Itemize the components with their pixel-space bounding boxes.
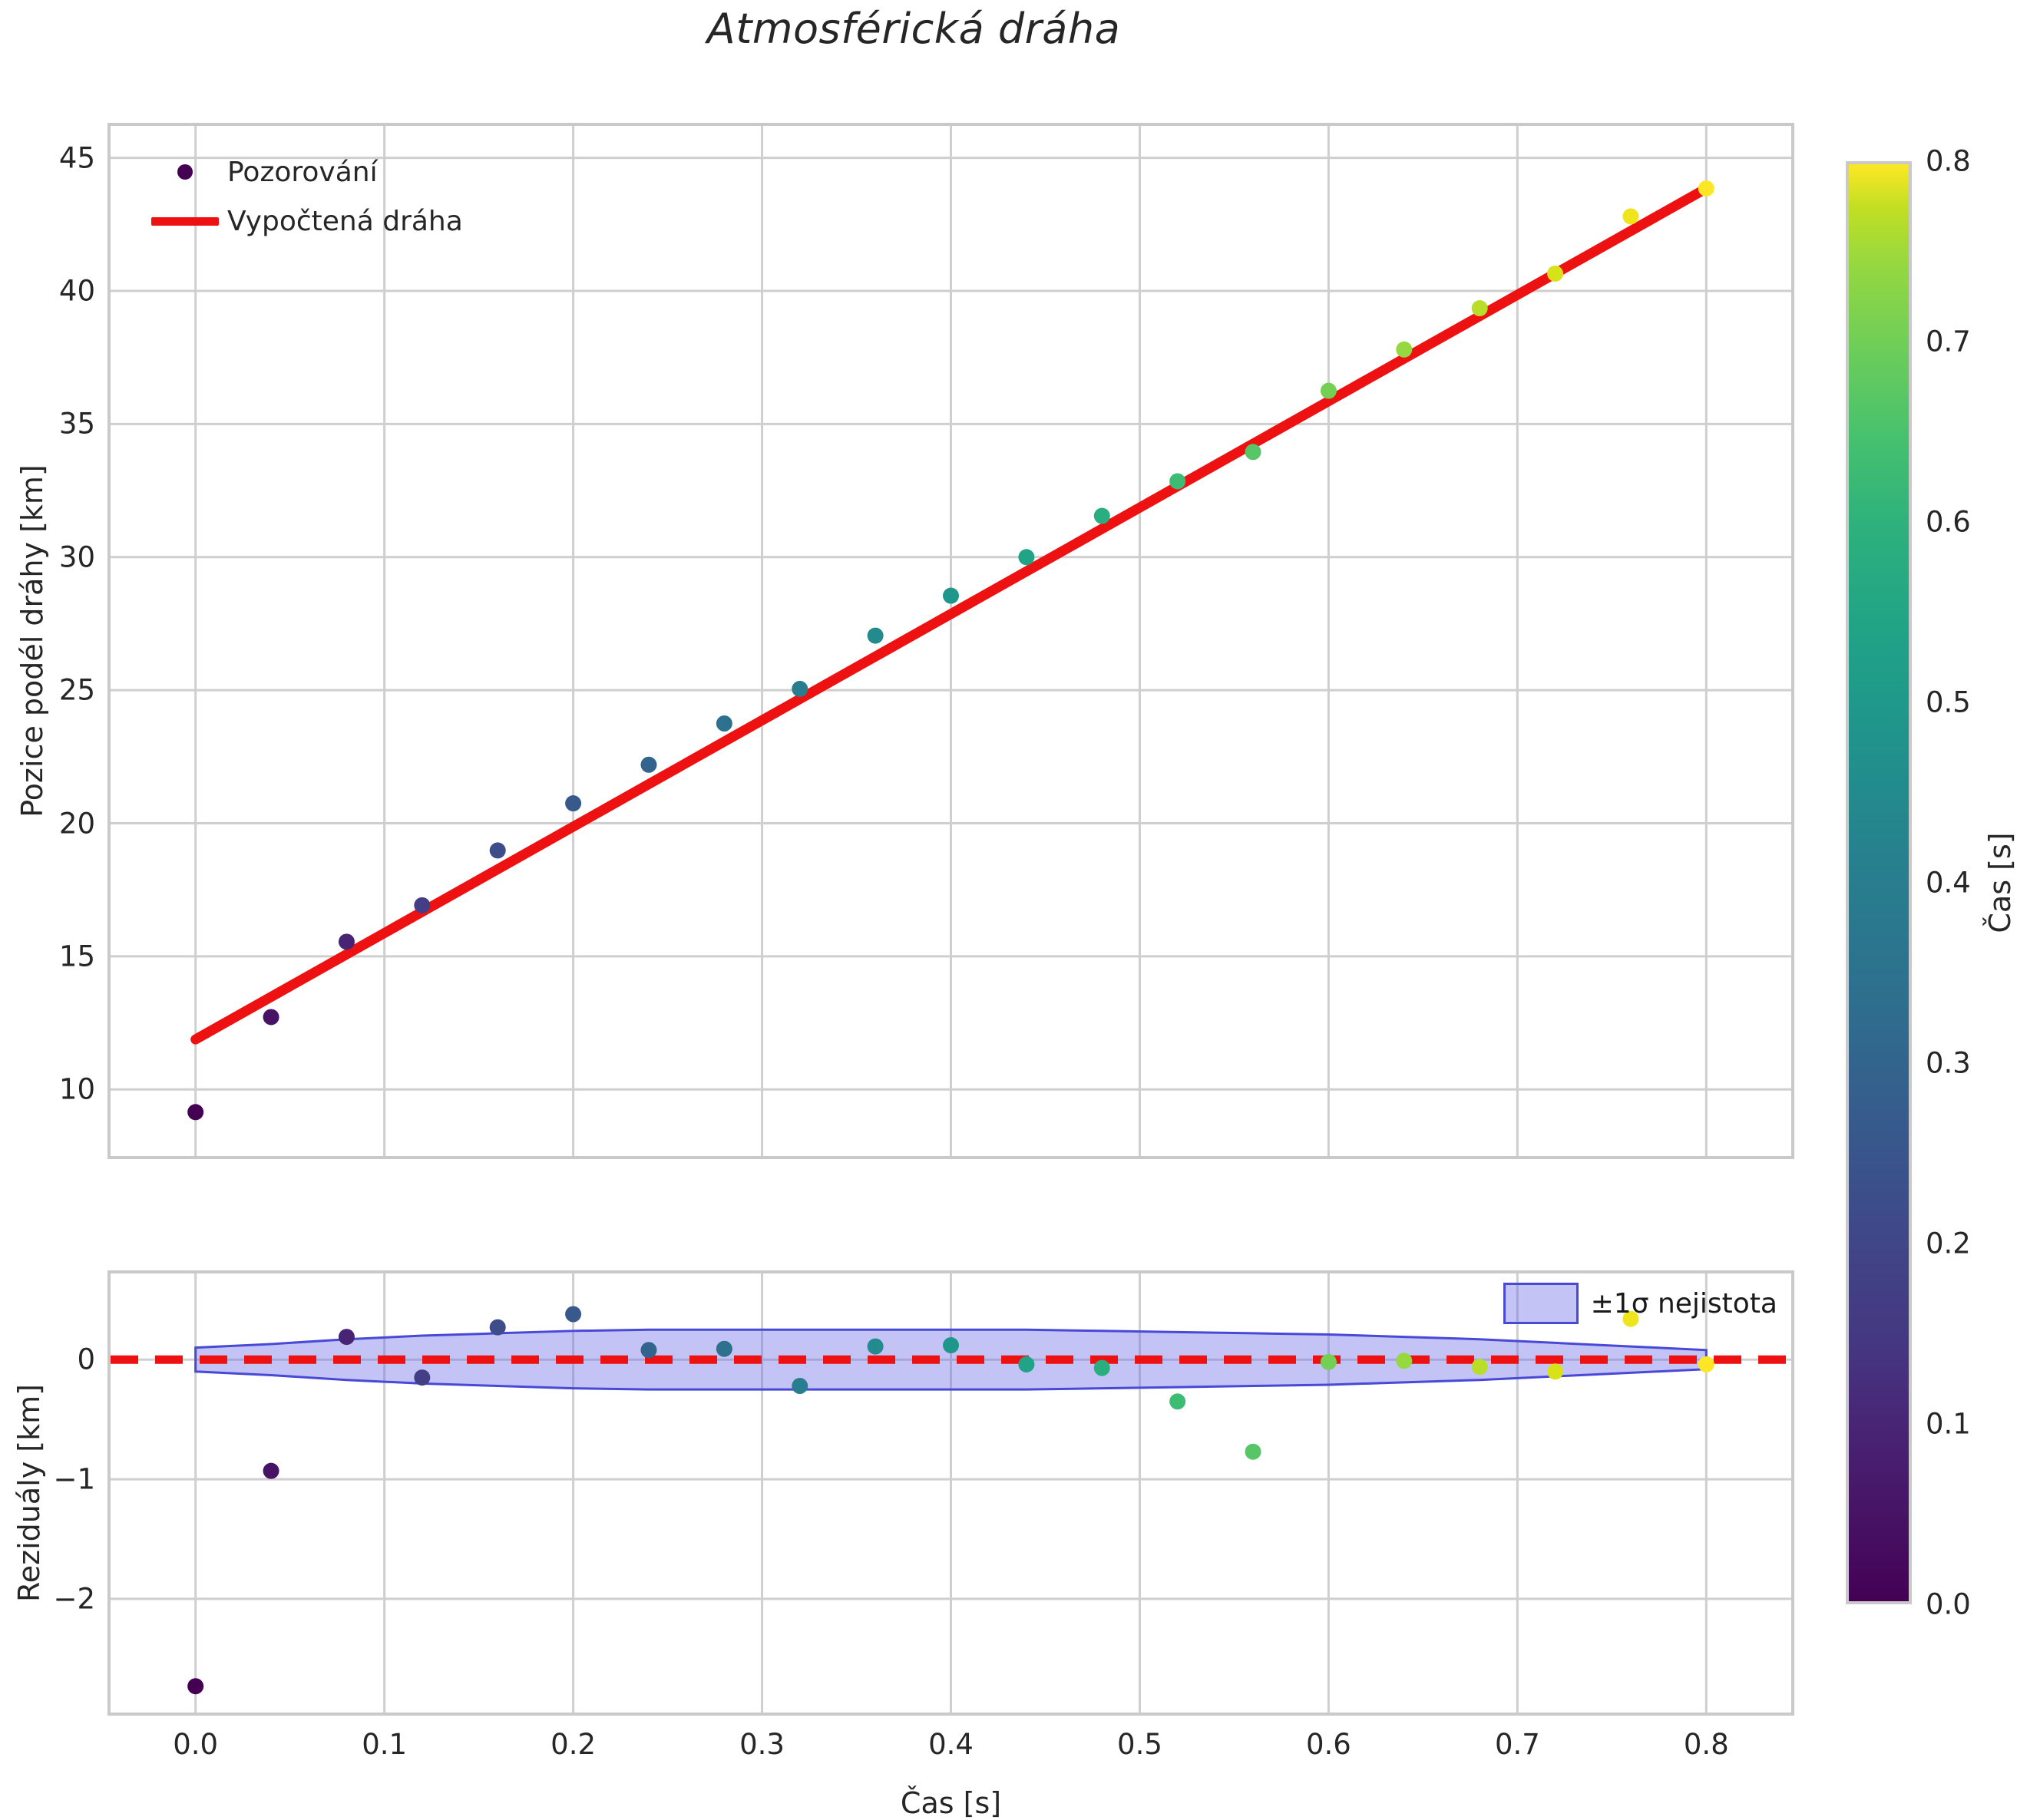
observation-point <box>489 842 506 859</box>
fit-line <box>190 183 1711 1045</box>
residual-legend: ±1σ nejistota <box>1503 1283 1777 1324</box>
legend-label-observations: Pozorování <box>227 156 378 188</box>
main-legend: Pozorování Vypočtená dráha <box>135 143 471 250</box>
observation-point <box>187 1104 204 1121</box>
main-plot-svg <box>111 126 1791 1156</box>
main-y-tick: 40 <box>58 274 95 308</box>
observation-marker-icon <box>143 164 227 180</box>
residual-point <box>1018 1356 1035 1372</box>
x-tick: 0.7 <box>1494 1728 1540 1761</box>
main-y-tick: 10 <box>58 1072 95 1106</box>
x-tick: 0.5 <box>1117 1728 1162 1761</box>
colorbar-tick: 0.2 <box>1926 1227 1971 1260</box>
legend-label-fit: Vypočtená dráha <box>227 205 463 237</box>
observation-point <box>1320 382 1337 399</box>
x-tick: 0.3 <box>739 1728 785 1761</box>
residual-point <box>1396 1353 1413 1369</box>
residual-point <box>792 1378 808 1395</box>
residual-plot-axes: ±1σ nejistota <box>107 1270 1794 1716</box>
observation-point <box>1396 341 1413 358</box>
residual-point <box>414 1369 431 1386</box>
observation-point <box>1093 507 1110 524</box>
observation-point <box>792 680 808 697</box>
main-y-tick: 30 <box>58 540 95 574</box>
residual-y-tick: 0 <box>77 1343 95 1376</box>
observation-point <box>565 795 582 812</box>
observation-point <box>1245 444 1261 461</box>
residual-point <box>1471 1359 1488 1376</box>
residual-point <box>943 1337 959 1354</box>
x-tick: 0.4 <box>928 1728 974 1761</box>
observation-point <box>716 715 732 732</box>
colorbar-tick: 0.7 <box>1926 325 1971 358</box>
legend-entry-fit: Vypočtená dráha <box>143 197 463 246</box>
residual-y-axis-label: Reziduály [km] <box>12 1384 46 1602</box>
residual-point <box>1622 1310 1639 1327</box>
residual-point <box>489 1319 506 1336</box>
observation-point <box>640 756 657 773</box>
main-y-tick: 25 <box>58 673 95 707</box>
residual-y-tick: −1 <box>53 1462 95 1496</box>
main-y-tick: 15 <box>58 940 95 973</box>
colorbar-tick: 0.0 <box>1926 1587 1971 1621</box>
colorbar-label: Čas [s] <box>1983 832 2017 933</box>
residual-point <box>263 1462 279 1479</box>
residual-plot-svg <box>111 1273 1791 1713</box>
residual-point <box>867 1338 884 1355</box>
observation-point <box>414 897 431 913</box>
colorbar-gradient <box>1846 161 1912 1604</box>
colorbar-tick: 0.3 <box>1926 1046 1971 1080</box>
main-y-tick: 45 <box>58 141 95 175</box>
residual-point <box>640 1342 657 1359</box>
observation-point <box>1698 180 1714 197</box>
colorbar-tick: 0.8 <box>1926 144 1971 178</box>
residual-point <box>716 1340 732 1357</box>
x-tick: 0.1 <box>362 1728 408 1761</box>
residual-plot-area <box>111 1273 1791 1713</box>
observation-point <box>1169 473 1186 490</box>
residual-point <box>565 1306 582 1323</box>
colorbar-tick: 0.1 <box>1926 1407 1971 1441</box>
observation-point <box>263 1009 279 1026</box>
residual-point <box>187 1678 204 1695</box>
observation-point <box>867 627 884 644</box>
observation-point <box>943 587 959 604</box>
observation-point <box>1547 265 1564 282</box>
observation-point <box>1471 300 1488 317</box>
x-axis-label: Čas [s] <box>900 1786 1002 1820</box>
residual-point <box>1698 1356 1714 1372</box>
colorbar-tick: 0.6 <box>1926 505 1971 539</box>
residual-point <box>1320 1353 1337 1370</box>
main-y-axis-label: Pozice podél dráhy [km] <box>15 464 49 818</box>
residual-point <box>1093 1359 1110 1376</box>
fit-line-icon <box>143 216 227 226</box>
figure-canvas: Atmosférická dráha Pozorování Vypočtená … <box>12 5 2017 1820</box>
residual-point <box>1547 1363 1564 1380</box>
x-tick: 0.2 <box>551 1728 596 1761</box>
x-tick: 0.8 <box>1683 1728 1729 1761</box>
main-y-tick: 20 <box>58 807 95 841</box>
residual-y-tick: −2 <box>53 1582 95 1616</box>
colorbar-container: 0.8 0.7 0.6 0.5 0.4 0.3 0.2 0.1 0.0 <box>1846 145 1971 1621</box>
main-y-tick: 35 <box>58 407 95 441</box>
observation-point <box>1018 549 1035 566</box>
observation-point <box>1622 208 1639 225</box>
figure-title: Atmosférická dráha <box>706 5 1121 53</box>
x-tick: 0.6 <box>1305 1728 1351 1761</box>
legend-entry-observations: Pozorování <box>143 147 463 197</box>
residual-point <box>1169 1393 1186 1410</box>
residual-point <box>1245 1443 1261 1460</box>
colorbar-tick: 0.5 <box>1926 685 1971 719</box>
main-plot-axes: Pozorování Vypočtená dráha <box>107 123 1794 1159</box>
legend-label-uncertainty: ±1σ nejistota <box>1590 1287 1777 1320</box>
observation-point <box>338 933 355 950</box>
uncertainty-band-icon <box>1503 1283 1579 1324</box>
x-tick: 0.0 <box>173 1728 219 1761</box>
residual-point <box>338 1329 355 1346</box>
main-plot-area <box>111 126 1791 1156</box>
colorbar-tick: 0.4 <box>1926 866 1971 900</box>
